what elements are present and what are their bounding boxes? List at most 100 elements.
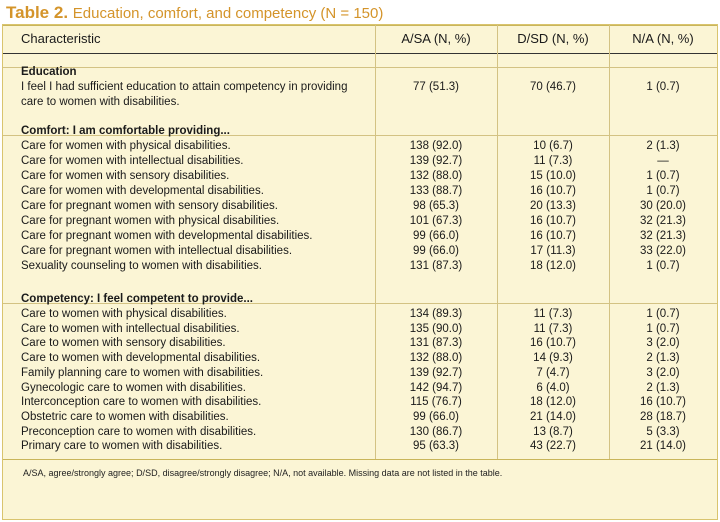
header-top-rule: [3, 25, 717, 26]
section-heading-competency: Competency: I feel competent to provide.…: [21, 293, 253, 305]
competency-agree-value: 142 (94.7): [409, 381, 463, 394]
education-agree-value: 77 (51.3): [412, 81, 460, 93]
competency-disagree-value: 11 (7.3): [533, 322, 573, 335]
table-footnote: A/SA, agree/strongly agree; D/SD, disagr…: [23, 468, 503, 478]
header-bottom-rule: [3, 53, 717, 54]
competency-agree-value: 131 (87.3): [409, 337, 463, 350]
competency-disagree-value: 43 (22.7): [529, 440, 577, 453]
competency-na-value: 1 (0.7): [646, 308, 680, 320]
competency-disagree-value: 13 (8.7): [533, 425, 573, 438]
comfort-row-label: Care for women with intellectual disabil…: [21, 155, 244, 167]
competency-na-value: 3 (2.0): [646, 366, 680, 379]
section-heading-comfort: Comfort: I am comfortable providing...: [21, 125, 230, 137]
competency-row-label: Care to women with intellectual disabili…: [21, 322, 240, 335]
column-divider: [375, 25, 376, 459]
footer-rule: [3, 459, 717, 460]
comfort-agree-value: 99 (66.0): [412, 245, 460, 257]
comfort-na-value: 33 (22.0): [639, 245, 687, 257]
competency-agree-value: 130 (86.7): [409, 425, 463, 438]
comfort-disagree-value: 17 (11.3): [530, 245, 576, 257]
comfort-row-label: Care for pregnant women with sensory dis…: [21, 200, 278, 212]
competency-disagree-value: 18 (12.0): [529, 396, 577, 409]
section-divider: [3, 67, 717, 68]
competency-row-label: Interconception care to women with disab…: [21, 396, 262, 409]
competency-row-label: Family planning care to women with disab…: [21, 366, 264, 379]
competency-disagree-value: 14 (9.3): [533, 352, 573, 365]
competency-agree-value: 99 (66.0): [412, 410, 460, 423]
comfort-agree-value: 98 (65.3): [412, 200, 460, 212]
section-divider: [3, 303, 717, 304]
comfort-na-value: 30 (20.0): [639, 200, 687, 212]
competency-disagree-value: 6 (4.0): [536, 381, 570, 394]
competency-row-label: Care to women with developmental disabil…: [21, 352, 261, 365]
competency-row-label: Obstetric care to women with disabilitie…: [21, 410, 229, 423]
competency-agree-value: 139 (92.7): [409, 366, 463, 379]
table-panel: Characteristic A/SA (N, %) D/SD (N, %) N…: [2, 24, 718, 520]
comfort-agree-value: 99 (66.0): [412, 230, 460, 242]
competency-na-value: 16 (10.7): [639, 396, 687, 409]
comfort-row-label: Care for pregnant women with physical di…: [21, 215, 280, 227]
competency-agree-value: 115 (76.7): [410, 396, 462, 409]
table-title: Table 2. Education, comfort, and compete…: [6, 2, 383, 24]
comfort-disagree-value: 11 (7.3): [533, 155, 573, 167]
comfort-row-label: Sexuality counseling to women with disab…: [21, 260, 262, 272]
header-disagree: D/SD (N, %): [517, 31, 589, 46]
comfort-disagree-value: 15 (10.0): [529, 170, 577, 182]
comfort-row-label: Care for pregnant women with development…: [21, 230, 313, 242]
competency-row-label: Care to women with physical disabilities…: [21, 308, 227, 320]
competency-row-label: Gynecologic care to women with disabilit…: [21, 381, 246, 394]
competency-agree-value: 135 (90.0): [409, 322, 463, 335]
section-divider: [3, 135, 717, 136]
comfort-agree-value: 132 (88.0): [409, 170, 463, 182]
comfort-agree-value: 138 (92.0): [409, 140, 463, 152]
competency-row-label: Preconception care to women with disabil…: [21, 425, 257, 438]
table-number: Table 2.: [6, 3, 69, 22]
comfort-disagree-value: 16 (10.7): [529, 185, 577, 197]
competency-na-value: 5 (3.3): [646, 425, 680, 438]
comfort-na-value: 1 (0.7): [646, 260, 680, 272]
competency-na-value: 2 (1.3): [646, 352, 680, 365]
education-question-line1: I feel I had sufficient education to att…: [21, 81, 348, 93]
competency-na-value: 2 (1.3): [646, 381, 680, 394]
competency-disagree-value: 21 (14.0): [529, 410, 577, 423]
comfort-row-label: Care for women with physical disabilitie…: [21, 140, 231, 152]
competency-na-value: 28 (18.7): [639, 410, 687, 423]
header-not-available: N/A (N, %): [632, 31, 694, 46]
comfort-agree-value: 101 (67.3): [409, 215, 463, 227]
competency-na-value: 1 (0.7): [646, 322, 680, 335]
comfort-na-value: 1 (0.7): [646, 185, 680, 197]
header-agree: A/SA (N, %): [401, 31, 471, 46]
comfort-na-value: 32 (21.3): [639, 215, 687, 227]
comfort-row-label: Care for pregnant women with intellectua…: [21, 245, 293, 257]
competency-na-value: 21 (14.0): [639, 440, 687, 453]
education-na-value: 1 (0.7): [646, 81, 680, 93]
comfort-disagree-value: 10 (6.7): [533, 140, 573, 152]
competency-agree-value: 95 (63.3): [412, 440, 460, 453]
comfort-na-value: 32 (21.3): [639, 230, 687, 242]
section-heading-education: Education: [21, 66, 77, 78]
comfort-row-label: Care for women with developmental disabi…: [21, 185, 264, 197]
competency-disagree-value: 7 (4.7): [536, 366, 570, 379]
comfort-disagree-value: 20 (13.3): [529, 200, 577, 212]
comfort-agree-value: 133 (88.7): [409, 185, 463, 197]
comfort-disagree-value: 16 (10.7): [529, 215, 577, 227]
comfort-na-value: —: [657, 155, 669, 167]
column-divider: [609, 25, 610, 459]
competency-agree-value: 132 (88.0): [409, 352, 463, 365]
comfort-agree-value: 131 (87.3): [409, 260, 463, 272]
competency-row-label: Primary care to women with disabilities.: [21, 440, 223, 453]
table-caption: Education, comfort, and competency (N = …: [72, 5, 384, 22]
competency-disagree-value: 16 (10.7): [529, 337, 577, 350]
header-characteristic: Characteristic: [21, 31, 101, 46]
competency-agree-value: 134 (89.3): [409, 308, 463, 320]
column-divider: [497, 25, 498, 459]
comfort-row-label: Care for women with sensory disabilities…: [21, 170, 230, 182]
competency-row-label: Care to women with sensory disabilities.: [21, 337, 226, 350]
education-question-line2: care to women with disabilities.: [21, 96, 180, 108]
comfort-na-value: 2 (1.3): [646, 140, 680, 152]
comfort-na-value: 1 (0.7): [646, 170, 680, 182]
competency-na-value: 3 (2.0): [646, 337, 680, 350]
education-disagree-value: 70 (46.7): [529, 81, 577, 93]
comfort-disagree-value: 16 (10.7): [529, 230, 577, 242]
